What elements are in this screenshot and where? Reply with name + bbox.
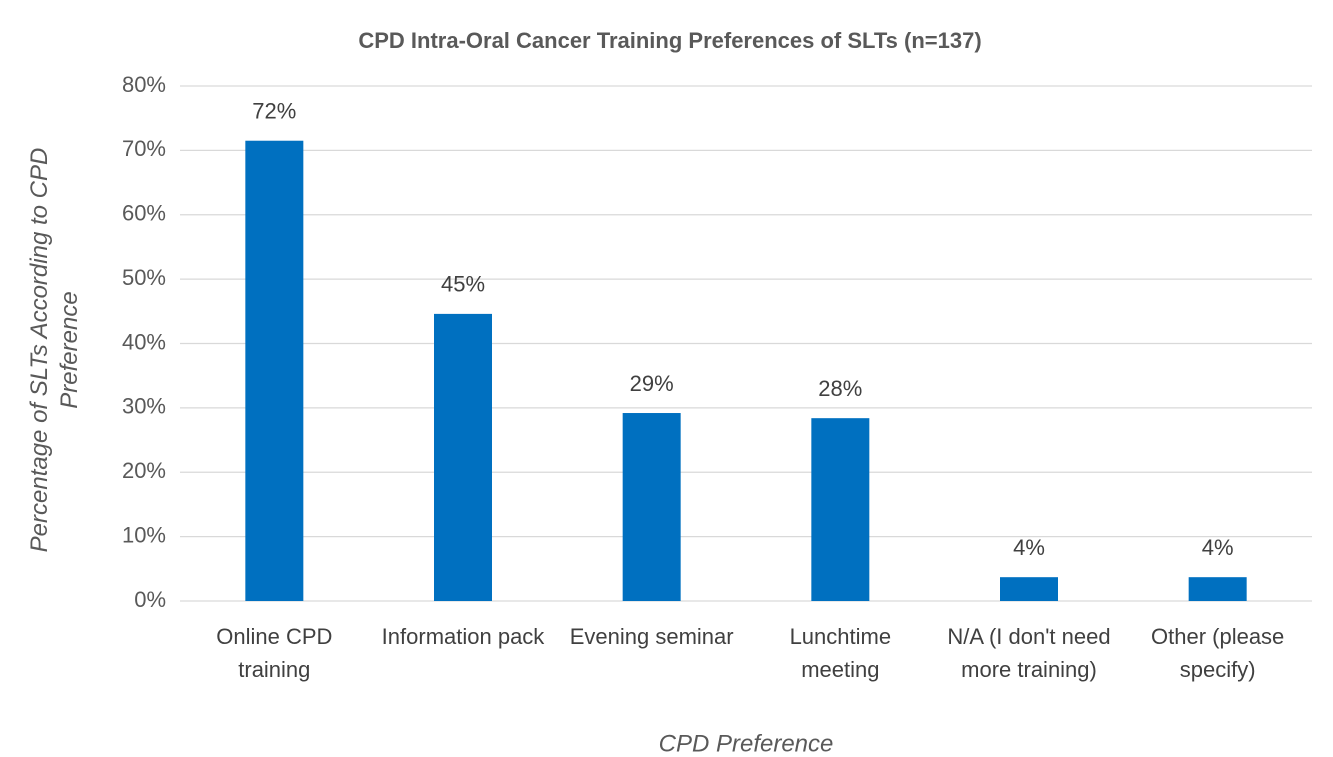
x-tick-label: Other (please specify)	[1151, 624, 1285, 682]
y-tick-label: 10%	[122, 522, 166, 547]
y-axis-title: Percentage of SLTs According to CPD Pref…	[26, 147, 83, 553]
data-label: 4%	[1202, 535, 1234, 560]
chart-title: CPD Intra-Oral Cancer Training Preferenc…	[358, 28, 981, 53]
data-label: 45%	[441, 272, 485, 297]
bar	[434, 313, 492, 601]
y-tick-label: 20%	[122, 458, 166, 483]
y-tick-label: 50%	[122, 265, 166, 290]
data-label: 28%	[818, 376, 862, 401]
x-tick-label: Online CPD training	[216, 624, 333, 682]
bar	[1188, 577, 1247, 601]
x-tick-label: Information pack	[381, 624, 545, 649]
bar	[811, 418, 870, 601]
data-label: 72%	[252, 99, 296, 124]
y-tick-label: 80%	[122, 72, 166, 97]
data-label: 29%	[630, 371, 674, 396]
x-tick-label: Lunchtime meeting	[789, 624, 892, 682]
x-tick-label: Evening seminar	[569, 624, 734, 649]
bar	[1000, 577, 1058, 601]
bar	[245, 140, 304, 601]
y-tick-label: 60%	[122, 201, 166, 226]
y-tick-label: 0%	[134, 587, 166, 612]
x-axis-title: CPD Preference	[659, 730, 834, 757]
data-label: 4%	[1013, 535, 1045, 560]
bar	[622, 413, 681, 601]
y-tick-label: 30%	[122, 394, 166, 419]
y-tick-label: 40%	[122, 329, 166, 354]
x-tick-label: N/A (I don't need more training)	[947, 624, 1111, 682]
y-tick-label: 70%	[122, 136, 166, 161]
